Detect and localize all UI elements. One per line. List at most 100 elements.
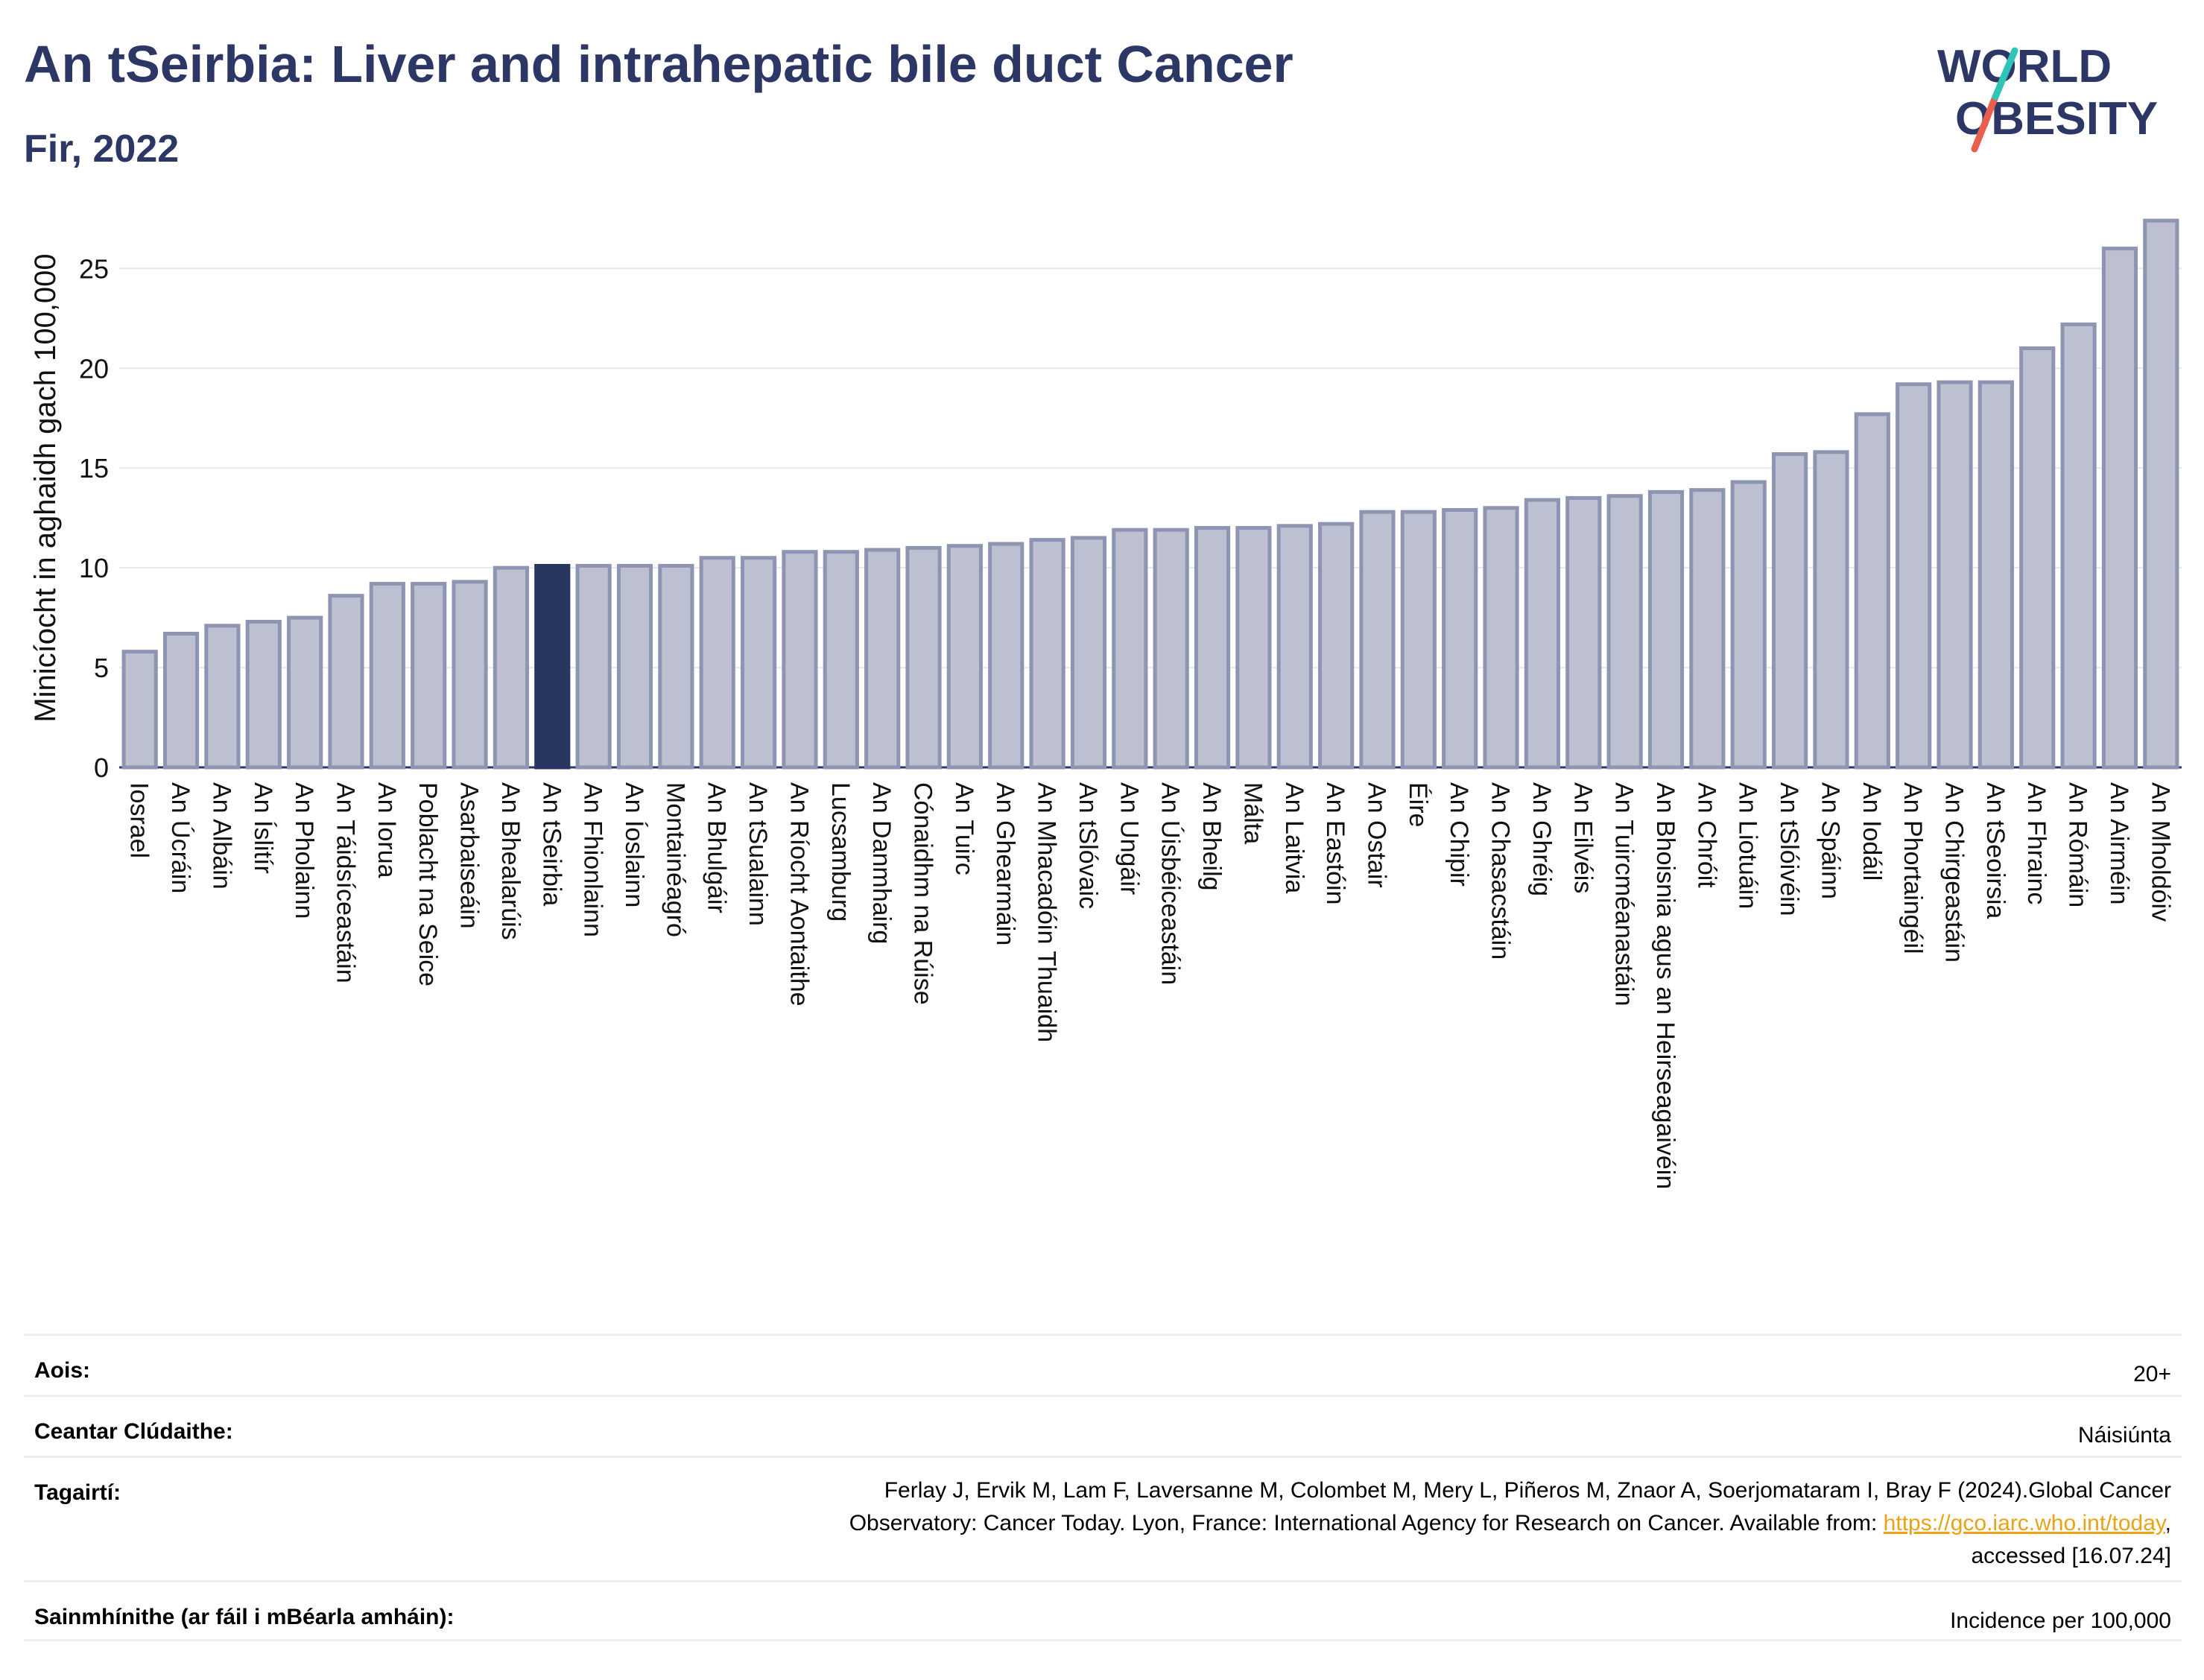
x-tick-label: An Ungáir [1115, 782, 1143, 895]
bar-chart: 0 5 10 15 20 25 Iosrael An Úcráin An Albáin An Í… [29, 218, 2182, 1189]
x-tick-label: Éire [1404, 782, 1432, 827]
bar [1771, 451, 1808, 770]
bar [1689, 488, 1726, 770]
bar [2143, 218, 2179, 770]
x-tick-label: Iosrael [125, 782, 153, 858]
bar [287, 615, 323, 770]
reference-link[interactable]: https://gco.iarc.who.int/today [1883, 1511, 2165, 1535]
bar [1854, 412, 1890, 770]
chart-title: An tSeirbia: Liver and intrahepatic bile… [24, 35, 1293, 93]
y-tick-label: 25 [79, 253, 109, 284]
bar [1359, 510, 1396, 770]
x-tick-label: Montainéagró [661, 782, 689, 937]
x-tick-label: An tSeirbia [537, 782, 566, 906]
meta-row-coverage: Ceantar Clúdaithe: Náisiúnta [24, 1395, 2182, 1456]
meta-coverage-key: Ceantar Clúdaithe: [34, 1419, 233, 1444]
x-tick-label: An Eastóin [1321, 782, 1349, 904]
bar [1647, 489, 1685, 770]
x-tick-label: An Iodáil [1858, 782, 1886, 881]
bar [1937, 380, 1973, 770]
x-tick-label: An Ghearmáin [991, 782, 1019, 945]
x-tick-label: An Danmhairg [867, 782, 896, 944]
bar [1565, 495, 1602, 770]
bar [1730, 480, 1767, 770]
world-obesity-logo: WORLD OBESITY [1937, 41, 2158, 153]
bar [1813, 450, 1849, 770]
meta-row-age: Aois: 20+ [24, 1334, 2182, 1395]
bar [782, 550, 818, 770]
x-tick-label: An Liotuáin [1734, 782, 1762, 909]
x-tick-label: An Íslitír [249, 782, 277, 874]
x-tick-label: An tSeoirsia [1981, 782, 2010, 919]
bar [1896, 382, 1932, 770]
svg-text:WORLD: WORLD [1937, 41, 2112, 92]
bar [1606, 494, 1643, 770]
bar [699, 556, 735, 770]
bar [369, 582, 405, 770]
meta-coverage-value: Náisiúnta [2077, 1423, 2171, 1448]
bar [2060, 322, 2097, 770]
bar [1070, 536, 1107, 770]
bar-highlighted [534, 563, 571, 770]
x-tick-label: An Bhulgáir [703, 782, 731, 913]
x-tick-label: An Mhacadóin Thuaidh [1033, 782, 1061, 1042]
x-tick-label: An Táidsíceastáin [331, 782, 359, 983]
meta-definitions-key: Sainmhínithe (ar fáil i mBéarla amháin): [34, 1605, 455, 1629]
x-tick-label: Poblacht na Seice [414, 782, 442, 986]
reference-line-3: accessed [16.07.24] [1971, 1544, 2171, 1568]
bar [411, 582, 447, 770]
meta-age-key: Aois: [34, 1358, 90, 1383]
x-tick-label: An Pholainn [290, 782, 318, 919]
bar [162, 632, 200, 770]
bar [1153, 527, 1189, 770]
x-tick-label: An Úcráin [166, 782, 194, 893]
x-tick-label: An Albáin [207, 782, 235, 890]
y-tick-label: 5 [94, 653, 109, 683]
bar [1029, 538, 1065, 770]
bar [575, 563, 612, 770]
bar [1235, 526, 1272, 770]
y-tick-label: 10 [79, 553, 109, 583]
x-tick-label: Asarbaiseáin [455, 782, 484, 929]
bar [988, 542, 1025, 770]
bar [121, 650, 158, 770]
bar [245, 619, 282, 770]
bar [658, 563, 694, 770]
meta-definitions-value: Incidence per 100,000 [1950, 1608, 2171, 1633]
x-tick-label: An Laitvia [1280, 782, 1308, 893]
x-tick-label: An Spáinn [1816, 782, 1844, 899]
x-tick-label: An Phortaingéil [1899, 782, 1927, 954]
bar [328, 594, 364, 770]
bar [204, 624, 241, 770]
bar [1442, 507, 1478, 770]
bar [2019, 346, 2056, 770]
x-tick-label: An Úisbéiceastáin [1156, 782, 1185, 985]
x-tick-label: An Bhoisnia agus an Heirseagaivéin [1651, 782, 1679, 1189]
bar [1524, 498, 1561, 770]
x-tick-label: An Fhionlainn [579, 782, 607, 937]
x-tick-label: An Bhealarúis [496, 782, 525, 940]
x-tick-label: An tSlóivéin [1775, 782, 1803, 916]
x-tick-label: An tSlóvaic [1074, 782, 1102, 909]
bars [121, 218, 2179, 770]
y-tick-label: 20 [79, 353, 109, 384]
bar [452, 580, 488, 770]
y-tick-label: 15 [79, 453, 109, 484]
bar [1400, 510, 1437, 770]
x-tick-label: An Ostair [1362, 782, 1390, 888]
bar [1483, 506, 1519, 770]
x-tick-label: An Bheilg [1197, 782, 1226, 891]
bar [864, 548, 901, 770]
x-tick-label: Cónaidhm na Rúise [909, 782, 937, 1005]
bar [1276, 524, 1313, 770]
x-tick-label: An Fhrainc [2022, 782, 2051, 904]
meta-age-value: 20+ [2133, 1362, 2171, 1386]
x-tick-label: An Tuirc [950, 782, 978, 875]
bar [1112, 527, 1148, 770]
x-tick-label: Málta [1238, 782, 1267, 844]
meta-row-definitions: Sainmhínithe (ar fáil i mBéarla amháin):… [24, 1580, 2182, 1642]
meta-references-value: Ferlay J, Ervik M, Lam F, Laversanne M, … [849, 1474, 2171, 1573]
bar [2101, 247, 2138, 770]
x-tick-label: An Mholdóiv [2146, 782, 2174, 922]
y-tick-label: 0 [94, 752, 109, 783]
